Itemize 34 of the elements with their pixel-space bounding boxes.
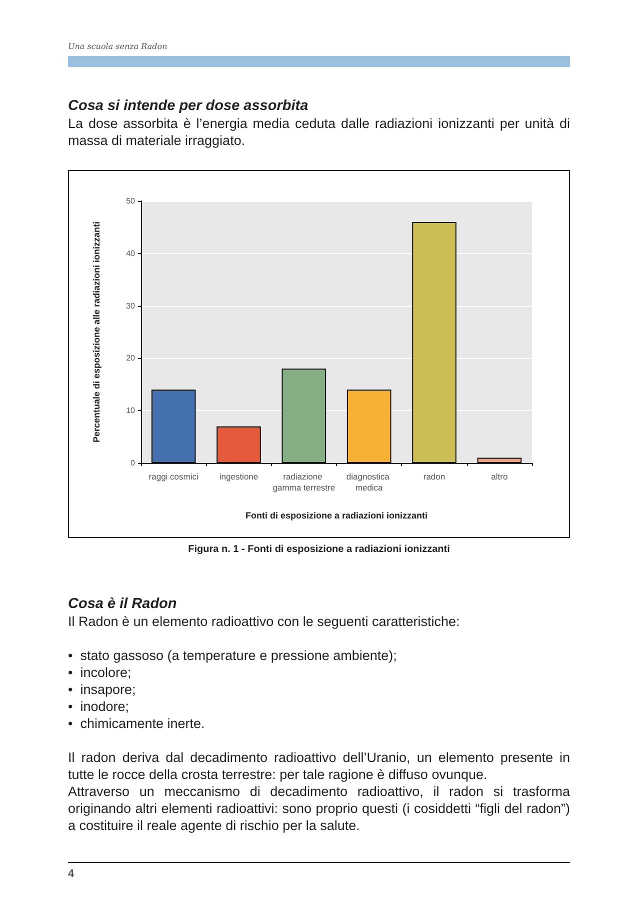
text: Cosa si intende per dose assorbita: [68, 98, 310, 115]
x-tick-label: raggi cosmici: [148, 472, 198, 482]
bar: [216, 426, 261, 463]
y-tick-label: 40: [126, 248, 136, 258]
y-tick-label: 50: [126, 196, 136, 206]
y-tick-label: 0: [130, 458, 136, 468]
text: • incolore;: [68, 664, 132, 681]
text: La dose assorbita è l’energia media ceduta dalle radiazioni ionizzanti per unità di massa di materiale irraggiato.: [68, 115, 570, 149]
text: Il Radon è un elemento radioattivo con le seguenti caratteristiche:: [68, 613, 461, 630]
y-tick-label: 20: [126, 354, 136, 363]
bar: [346, 390, 392, 463]
y-tick-label: 10: [126, 406, 136, 416]
bar: [151, 390, 196, 463]
y-tick-label: 30: [126, 301, 136, 310]
text: • chimicamente inerte.: [68, 715, 206, 732]
text: • insapore;: [68, 681, 137, 698]
bar: [477, 458, 522, 463]
text: Attraverso un meccanismo di decadimento radioattivo, il radon si trasforma originando altri elementi radioattivi: sono proprio questi (i cosiddetti “figli del radon”) a costituire il reale agente di rischio per la salute.: [68, 783, 570, 834]
x-tick-label: altro: [491, 472, 508, 482]
x-tick-label: radiazione gamma terrestre: [272, 472, 336, 492]
text: Una scuola senza Radon: [68, 42, 168, 51]
text: Cosa è il Radon: [68, 596, 178, 613]
bar: [282, 368, 326, 463]
x-tick-label: ingestione: [219, 472, 258, 482]
x-tick-label: radon: [423, 472, 446, 482]
y-axis-title: Percentuale di esposizione alle radiazioni ionizzanti: [92, 221, 102, 443]
text: 4: [68, 868, 74, 880]
text: Figura n. 1 - Fonti di esposizione a radiazioni ionizzanti: [187, 544, 451, 555]
text: • inodore;: [68, 698, 130, 715]
x-tick-label: diagnostica medica: [346, 472, 392, 492]
bar: [412, 222, 456, 463]
text: Il radon deriva dal decadimento radioattivo dell’Uranio, un elemento presente in tutte le rocce della crosta terrestre: per tale ragione è diffuso ovunque.: [68, 749, 570, 783]
text: • stato gassoso (a temperature e pressione ambiente);: [68, 647, 398, 664]
x-axis-title: Fonti di esposizione a radiazioni ionizzanti: [245, 510, 428, 520]
